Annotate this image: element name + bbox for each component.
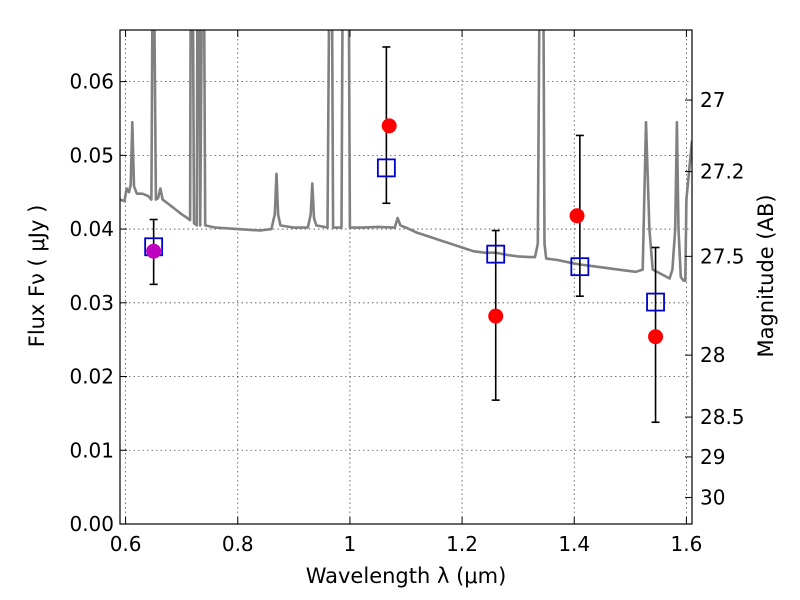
y-axis-ticks: 0.00 0.01 0.02 0.03 0.04 0.05 0.06 <box>69 70 127 536</box>
x-axis-label: Wavelength λ (μm) <box>306 564 507 588</box>
model-flux-markers <box>144 158 665 312</box>
right-tick-label: 28.5 <box>700 405 745 429</box>
x-tick-label: 1.4 <box>558 532 590 556</box>
x-tick-label: 1 <box>344 532 357 556</box>
y-tick-label: 0.06 <box>69 70 114 94</box>
y-tick-label: 0.05 <box>69 143 114 167</box>
x-axis-ticks: 0.6 0.8 1 1.2 1.4 1.6 <box>110 30 702 556</box>
x-tick-label: 1.2 <box>446 532 478 556</box>
plot-border <box>119 29 693 525</box>
right-axis-label: Magnitude (AB) <box>754 194 778 357</box>
y-tick-label: 0.01 <box>69 438 114 462</box>
spectrum-line <box>120 30 692 282</box>
y-tick-label: 0.00 <box>69 512 114 536</box>
observed-flux-point <box>648 329 664 345</box>
model-flux-square <box>570 257 590 277</box>
error-bars <box>149 46 660 424</box>
observed-flux-point <box>569 208 585 224</box>
y-tick-label: 0.04 <box>69 217 114 241</box>
right-tick-label: 27.2 <box>700 160 745 184</box>
observed-flux-point <box>146 243 162 259</box>
model-flux-square <box>646 292 665 312</box>
observed-flux-markers <box>146 118 664 345</box>
observed-flux-point <box>381 118 397 134</box>
model-spectrum <box>120 30 692 282</box>
x-tick-label: 1.6 <box>670 532 702 556</box>
y-tick-label: 0.03 <box>69 291 114 315</box>
plot-frame <box>119 29 693 525</box>
right-tick-label: 29 <box>700 445 725 469</box>
observed-flux-point <box>488 308 504 324</box>
y-axis-label: Flux Fν ( μJy ) <box>25 205 49 348</box>
model-flux-square <box>486 244 506 264</box>
right-tick-label: 27 <box>700 88 725 112</box>
x-tick-label: 0.6 <box>110 532 142 556</box>
right-axis-ticks: 27 27.2 27.5 28 28.5 29 30 <box>685 88 745 509</box>
right-tick-label: 27.5 <box>700 244 745 268</box>
x-tick-label: 0.8 <box>222 532 254 556</box>
model-flux-square <box>376 158 396 178</box>
y-tick-label: 0.02 <box>69 365 114 389</box>
right-tick-label: 30 <box>700 485 725 509</box>
right-tick-label: 28 <box>700 343 725 367</box>
